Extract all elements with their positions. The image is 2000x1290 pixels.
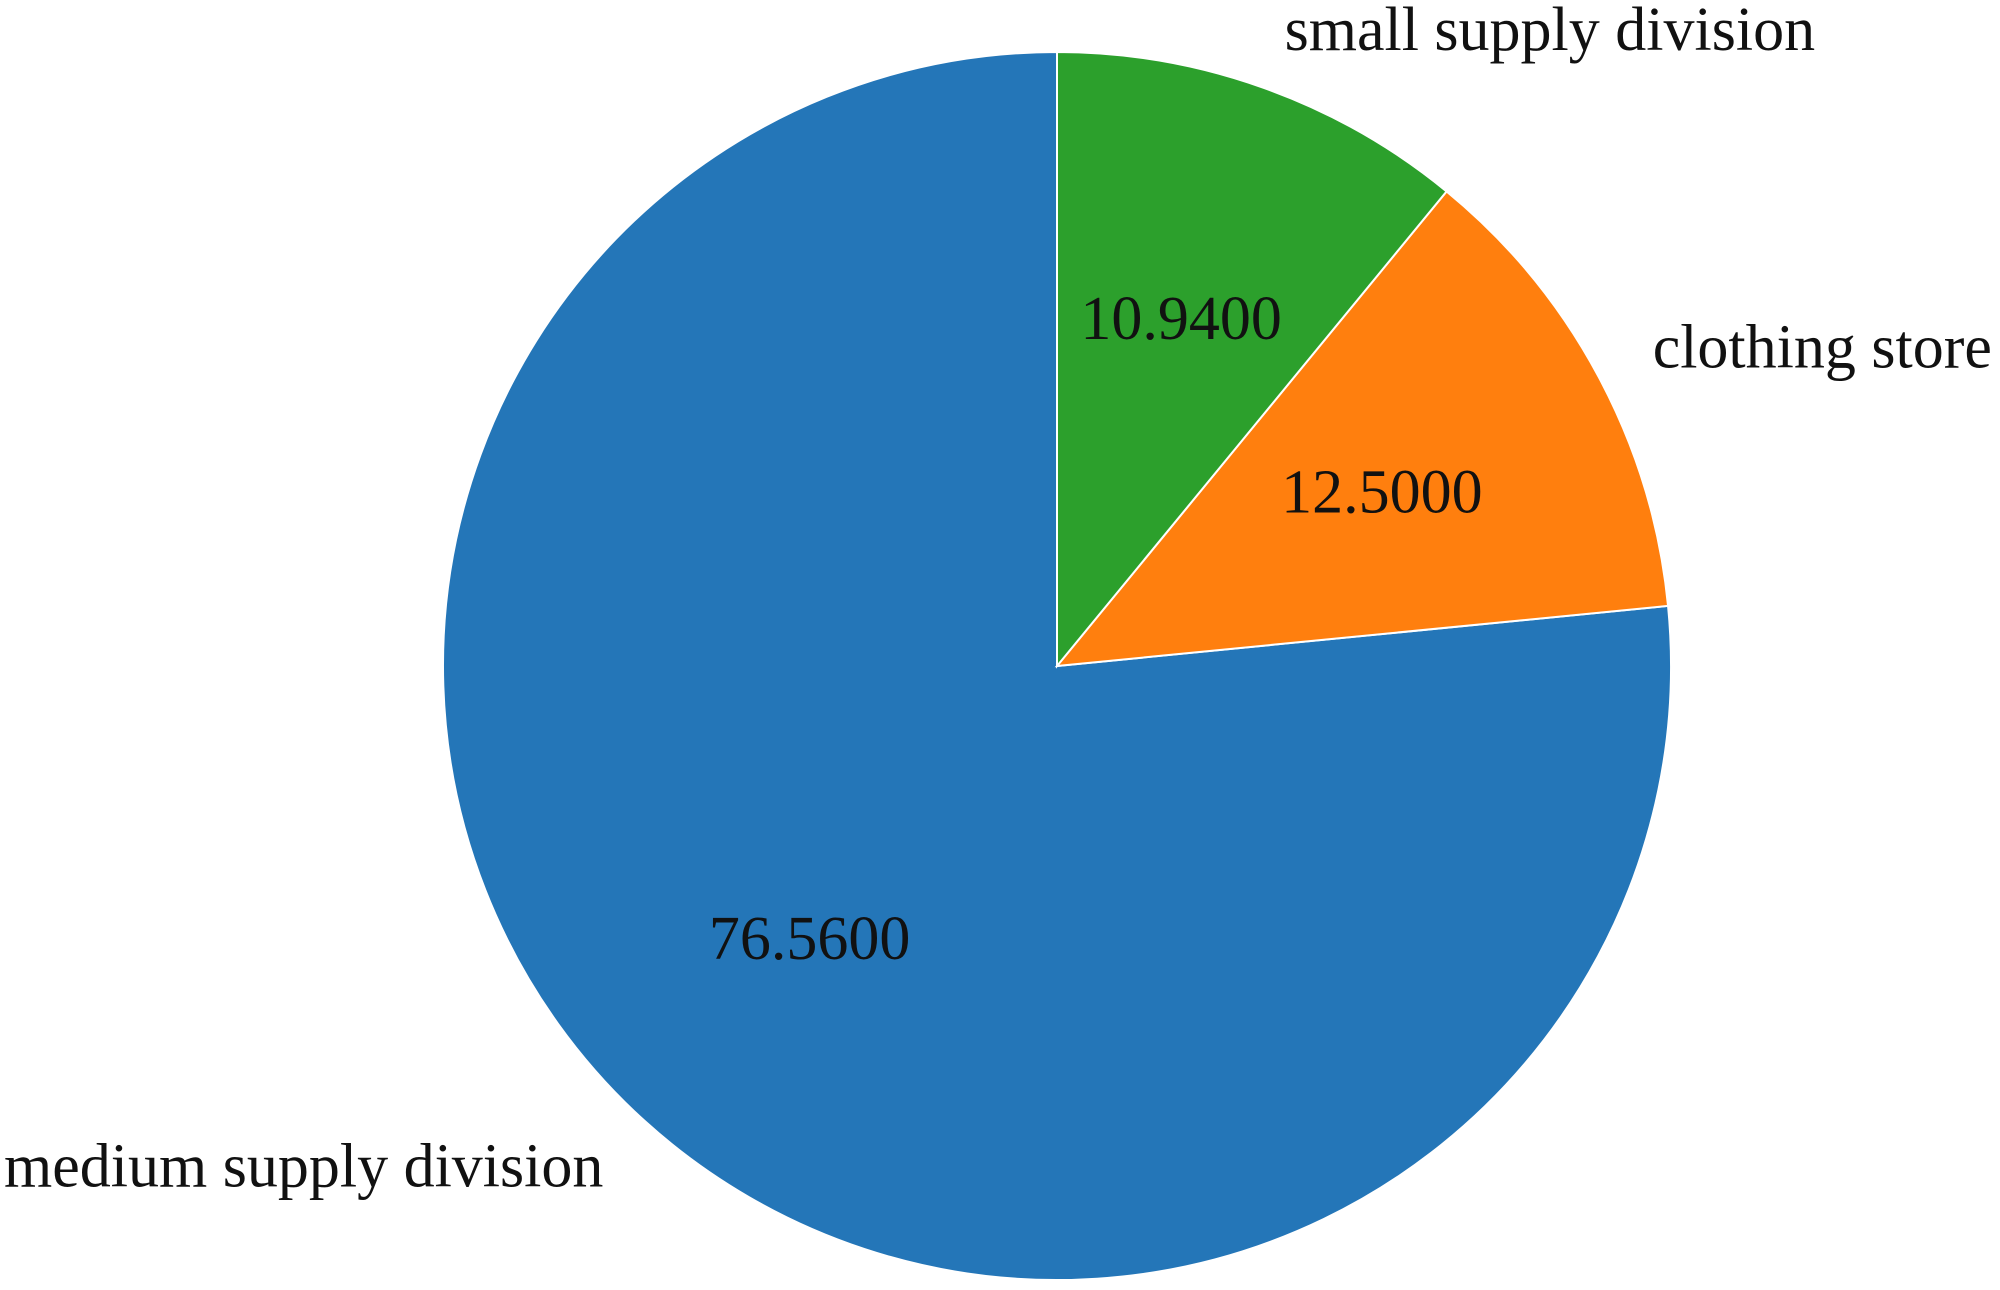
pie-slice-clothing-store: [1054, 190, 1670, 668]
pie-value-label: 76.5600: [709, 905, 911, 973]
pie-slice-small-supply-division: [1056, 50, 1448, 669]
pie-category-label: clothing store: [1653, 314, 1992, 382]
pie-slices: [441, 50, 1672, 1281]
pie-value-labels: 76.5600 12.5000 10.9400: [709, 285, 1483, 973]
pie-category-label: medium supply division: [4, 1132, 603, 1200]
pie-category-labels: medium supply division clothing store smal…: [4, 0, 1992, 1200]
pie-value-label: 10.9400: [1080, 285, 1282, 353]
pie-category-label: small supply division: [1285, 0, 1815, 64]
pie-value-label: 12.5000: [1281, 458, 1483, 526]
